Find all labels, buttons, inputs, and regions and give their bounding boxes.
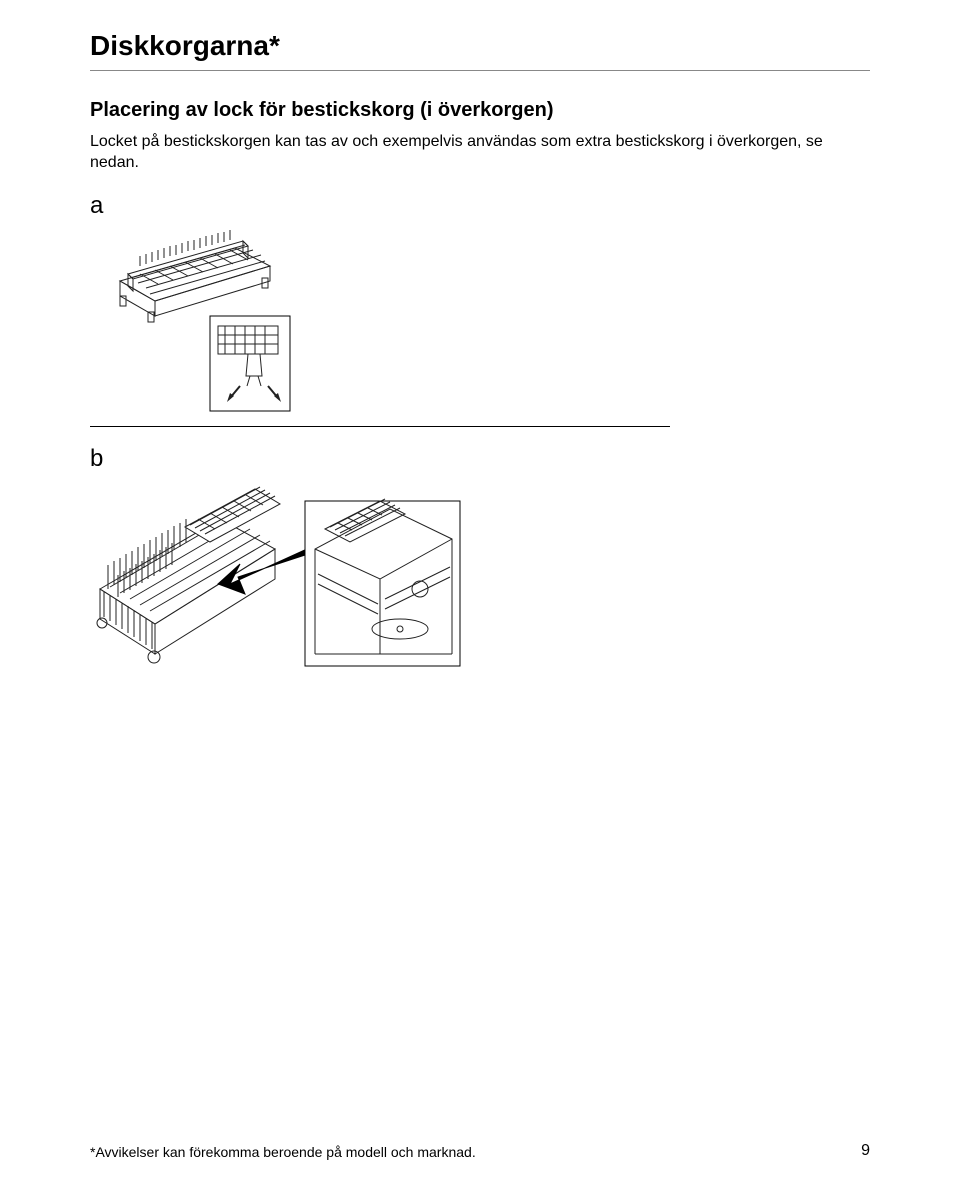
footnote: *Avvikelser kan förekomma beroende på mo… xyxy=(90,1144,476,1160)
body-paragraph: Locket på bestickskorgen kan tas av och … xyxy=(90,132,870,174)
figure-b-label: b xyxy=(90,445,870,473)
figure-b-image xyxy=(90,479,470,739)
figure-a-label: a xyxy=(90,192,870,220)
section-subtitle: Placering av lock för bestickskorg (i öv… xyxy=(90,99,870,122)
page-title: Diskkorgarna* xyxy=(90,30,870,62)
figure-divider xyxy=(90,426,670,427)
figure-b-container: b xyxy=(90,445,870,739)
figure-a-image xyxy=(100,226,300,416)
page-number: 9 xyxy=(861,1142,870,1160)
title-bar: Diskkorgarna* xyxy=(90,30,870,71)
figure-a-container: a xyxy=(90,192,870,416)
